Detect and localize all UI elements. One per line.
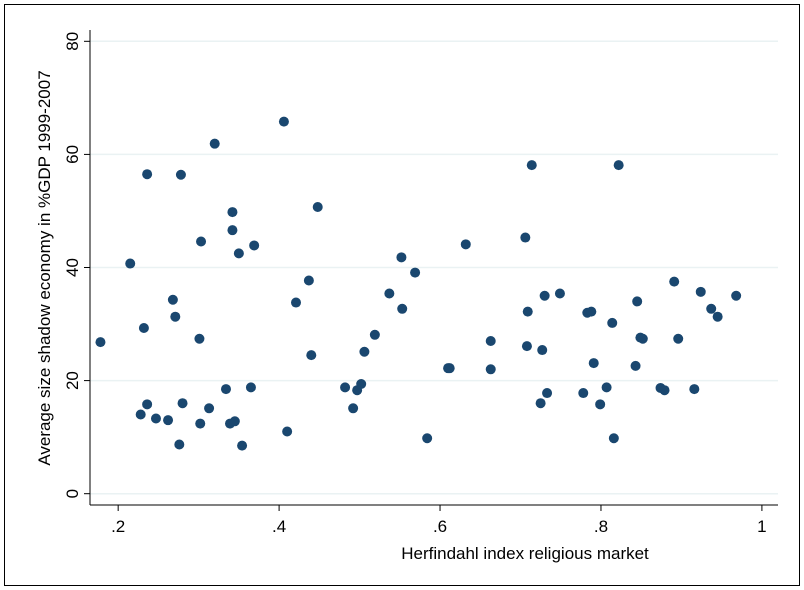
x-tick-label: 1 [757,517,766,536]
point [356,378,367,389]
point [397,303,408,314]
point [209,138,220,149]
point [485,336,496,347]
point [177,398,188,409]
point [695,286,706,297]
point [348,403,359,414]
y-tick-label: 60 [63,145,82,164]
point [706,303,717,314]
point [595,399,606,410]
point [303,275,314,286]
point [175,169,186,180]
point [601,382,612,393]
point [542,388,553,399]
point [410,267,421,278]
point [340,382,351,393]
point [163,415,174,426]
x-tick-label: .4 [272,517,286,536]
point [586,306,597,317]
x-tick-label: .2 [111,517,125,536]
point [659,385,670,396]
y-tick-label: 40 [63,258,82,277]
point [637,333,648,344]
point [290,297,301,308]
point [229,416,240,427]
point [731,290,742,301]
point [170,311,181,322]
y-tick-label: 80 [63,32,82,51]
x-tick-label: .6 [433,517,447,536]
point [195,418,206,429]
point [227,207,238,218]
point [174,439,185,450]
point [138,323,149,334]
point [306,350,317,361]
point [220,384,231,395]
point [194,333,205,344]
point [673,333,684,344]
point [312,201,323,212]
point [578,388,589,399]
point [125,258,136,269]
point [135,409,146,420]
point [196,236,207,247]
point [607,317,618,328]
y-tick-label: 20 [63,371,82,390]
y-axis-label: Average size shadow economy in %GDP 1999… [35,70,54,465]
point [142,169,153,180]
point [520,232,531,243]
point [460,239,471,250]
point [237,440,248,451]
point [396,252,407,263]
point [535,398,546,409]
point [669,276,680,287]
point [712,311,723,322]
point [95,337,106,348]
point [245,382,256,393]
point [632,296,643,307]
point [588,358,599,369]
y-tick-label: 0 [63,489,82,498]
point [369,329,380,340]
frame [4,4,800,586]
point [630,360,641,371]
point [526,160,537,171]
point [522,306,533,317]
point [249,240,260,251]
point [689,384,700,395]
point [204,403,215,414]
point [521,341,532,352]
point [537,345,548,356]
point [539,290,550,301]
point [227,225,238,236]
point [233,248,244,259]
point [444,363,455,374]
point [359,346,370,357]
x-axis-label: Herfindahl index religious market [401,544,649,563]
point [278,116,289,127]
point [384,288,395,299]
point [608,433,619,444]
point [613,160,624,171]
point [422,433,433,444]
point [485,364,496,375]
point [167,294,178,305]
point [150,413,161,424]
point [142,399,153,410]
point [282,426,293,437]
x-tick-label: .8 [594,517,608,536]
point [554,288,565,299]
